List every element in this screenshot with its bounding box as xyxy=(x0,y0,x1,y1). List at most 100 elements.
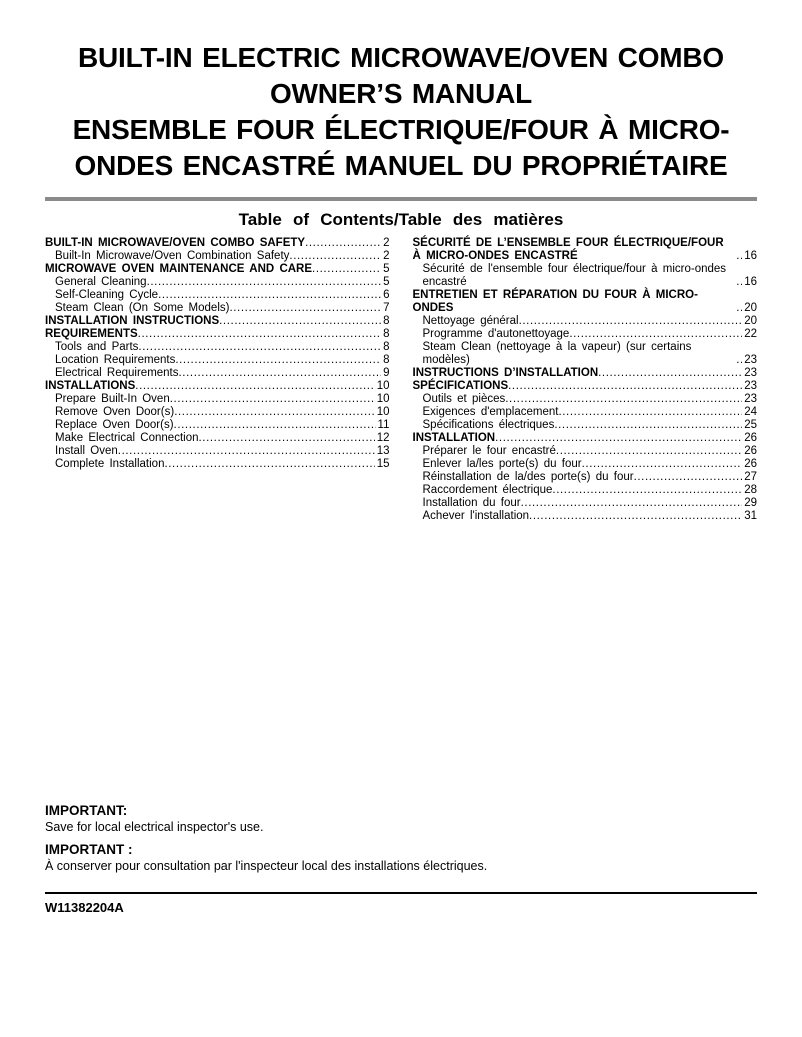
toc-entry-label: BUILT-IN MICROWAVE/OVEN COMBO SAFETY xyxy=(45,237,306,249)
toc-entry-label: Replace Oven Door(s) xyxy=(55,419,174,431)
toc-entry-label: INSTALLATION xyxy=(412,432,496,444)
toc-entry-label: Built-In Microwave/Oven Combination Safe… xyxy=(55,250,290,262)
toc-entry: ENTRETIEN ET RÉPARATION DU FOUR À MICRO-… xyxy=(413,289,758,315)
toc-page-number: 8 xyxy=(383,315,390,327)
toc-entry: SPÉCIFICATIONS 23 xyxy=(413,380,758,393)
toc-entry-label: Nettoyage général xyxy=(422,315,519,327)
toc-entry: INSTALLATIONS 10 xyxy=(45,380,390,393)
toc-entry: Achever l'installation 31 xyxy=(413,510,758,523)
notice-heading: IMPORTANT: xyxy=(45,803,128,818)
toc-leader-dots xyxy=(174,406,375,419)
toc-page-number: 23 xyxy=(744,354,757,366)
toc-page-number: 2 xyxy=(383,250,390,262)
manual-title-line: ENSEMBLE FOUR ÉLECTRIQUE/FOUR À MICRO- xyxy=(72,114,730,145)
toc-entry: BUILT-IN MICROWAVE/OVEN COMBO SAFETY 2 xyxy=(45,237,390,250)
toc-page-number: 16 xyxy=(744,250,757,262)
toc-entry-label: Enlever la/les porte(s) du four xyxy=(422,458,582,470)
toc-leader-dots xyxy=(198,432,374,445)
toc-page-number: 15 xyxy=(376,458,390,470)
toc-leader-dots xyxy=(174,419,376,432)
toc-entry: Tools and Parts 8 xyxy=(45,341,390,354)
toc-entry: Nettoyage général 20 xyxy=(413,315,758,328)
toc-page-number: 25 xyxy=(744,419,757,431)
toc-entry: Location Requirements 8 xyxy=(45,354,390,367)
manual-title-line: OWNER’S MANUAL xyxy=(269,78,533,109)
toc-page-number: 23 xyxy=(744,367,757,379)
toc-leader-dots xyxy=(519,315,743,328)
toc-entry-label: Electrical Requirements xyxy=(55,367,179,379)
toc-page-number: 12 xyxy=(376,432,390,444)
toc-entry: Built-In Microwave/Oven Combination Safe… xyxy=(45,250,390,263)
toc-page-number: 10 xyxy=(376,406,390,418)
toc-entry: SÉCURITÉ DE L’ENSEMBLE FOUR ÉLECTRIQUE/F… xyxy=(413,237,758,263)
toc-entry: Steam Clean (nettoyage à la vapeur) (sur… xyxy=(413,341,758,367)
toc-leader-dots xyxy=(175,354,381,367)
toc-leader-dots xyxy=(558,406,742,419)
manual-title-line: BUILT-IN ELECTRIC MICROWAVE/OVEN COMBO xyxy=(77,42,725,73)
toc-entry-label: Exigences d'emplacement xyxy=(422,406,559,418)
toc-leader-dots xyxy=(135,380,374,393)
toc-leader-dots xyxy=(118,445,375,458)
toc-entry-label: Prepare Built-In Oven xyxy=(55,393,170,405)
toc-entry-label: INSTRUCTIONS D’INSTALLATION xyxy=(412,367,599,379)
manual-title: BUILT-IN ELECTRIC MICROWAVE/OVEN COMBO O… xyxy=(0,0,802,184)
toc-entry: Exigences d'emplacement 24 xyxy=(413,406,758,419)
toc-entry: INSTRUCTIONS D’INSTALLATION 23 xyxy=(413,367,758,380)
toc-entry-label: Steam Clean (On Some Models) xyxy=(55,302,230,314)
toc-entry: Replace Oven Door(s) 11 xyxy=(45,419,390,432)
toc-leader-dots xyxy=(552,484,742,497)
toc-page-number: 31 xyxy=(744,510,757,522)
toc-leader-dots xyxy=(147,276,382,289)
toc-entry: Raccordement électrique 28 xyxy=(413,484,758,497)
toc-entry: REQUIREMENTS 8 xyxy=(45,328,390,341)
toc-page-number: 5 xyxy=(383,276,390,288)
toc-page-number: 23 xyxy=(744,393,757,405)
toc-columns: BUILT-IN MICROWAVE/OVEN COMBO SAFETY 2 Bui… xyxy=(45,237,757,523)
toc-entry-label: Complete Installation xyxy=(55,458,165,470)
toc-leader-dots xyxy=(289,250,381,263)
toc-leader-dots xyxy=(179,367,382,380)
toc-page-number: 20 xyxy=(744,315,757,327)
toc-entry: Self-Cleaning Cycle 6 xyxy=(45,289,390,302)
toc-entry-label: SPÉCIFICATIONS xyxy=(412,380,509,392)
toc-entry-label: Outils et pièces xyxy=(422,393,506,405)
toc-leader-dots xyxy=(582,458,743,471)
toc-leader-dots xyxy=(219,315,381,328)
manual-title-line: ONDES ENCASTRÉ MANUEL DU PROPRIÉTAIRE xyxy=(74,150,728,181)
toc-leader-dots xyxy=(312,263,381,276)
toc-page-number: 27 xyxy=(744,471,757,483)
toc-column-right: SÉCURITÉ DE L’ENSEMBLE FOUR ÉLECTRIQUE/F… xyxy=(413,237,758,523)
toc-page-number: 26 xyxy=(744,432,757,444)
toc-page-number: 24 xyxy=(744,406,757,418)
toc-page-number: 8 xyxy=(383,354,390,366)
toc-page-number: 2 xyxy=(383,237,390,249)
toc-entry-label: Install Oven xyxy=(55,445,118,457)
toc-entry: Remove Oven Door(s) 10 xyxy=(45,406,390,419)
toc-page-number: 8 xyxy=(383,328,390,340)
toc-leader-dots xyxy=(305,237,381,250)
part-number: W11382204A xyxy=(45,900,124,915)
notice-heading: IMPORTANT : xyxy=(45,842,133,857)
toc-entry: Préparer le four encastré 26 xyxy=(413,445,758,458)
toc-leader-dots xyxy=(569,328,742,341)
toc-page-number: 9 xyxy=(383,367,390,379)
toc-entry: Make Electrical Connection 12 xyxy=(45,432,390,445)
toc-page-number: 7 xyxy=(383,302,390,314)
notice-body: À conserver pour consultation par l'insp… xyxy=(45,859,488,873)
toc-entry: INSTALLATION 26 xyxy=(413,432,758,445)
toc-entry-label: Installation du four xyxy=(422,497,521,509)
toc-entry: Steam Clean (On Some Models) 7 xyxy=(45,302,390,315)
toc-page-number: 10 xyxy=(376,393,390,405)
toc-entry-label: INSTALLATIONS xyxy=(45,380,136,392)
toc-entry-label: REQUIREMENTS xyxy=(45,328,138,340)
toc-entry: MICROWAVE OVEN MAINTENANCE AND CARE 5 xyxy=(45,263,390,276)
toc-entry: Réinstallation de la/des porte(s) du fou… xyxy=(413,471,758,484)
toc-page-number: 26 xyxy=(744,445,757,457)
toc-page-number: 26 xyxy=(744,458,757,470)
footer-divider-rule xyxy=(45,892,757,894)
toc-page-number: 23 xyxy=(744,380,757,392)
toc-entry: Prepare Built-In Oven 10 xyxy=(45,393,390,406)
toc-entry: INSTALLATION INSTRUCTIONS 8 xyxy=(45,315,390,328)
toc-entry: Electrical Requirements 9 xyxy=(45,367,390,380)
toc-entry-label: Spécifications électriques xyxy=(422,419,555,431)
